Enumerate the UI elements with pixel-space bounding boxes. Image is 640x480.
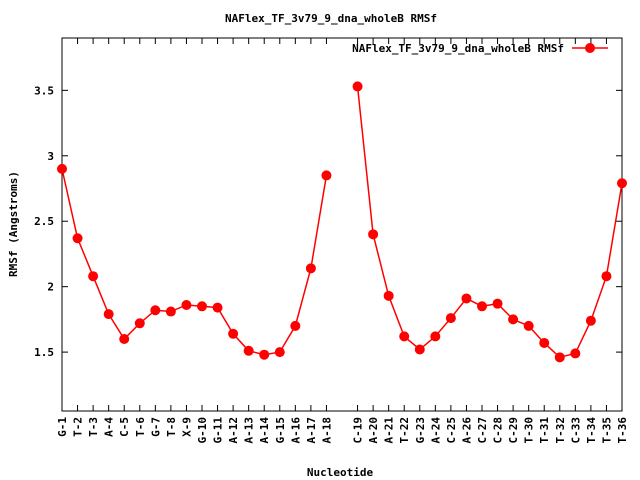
x-tick-label: T-6 <box>134 417 147 437</box>
data-point-T-2 <box>72 233 83 244</box>
data-point-C-33 <box>570 348 581 359</box>
x-tick-label: G-1 <box>56 417 69 437</box>
x-tick-label: A-17 <box>305 417 318 444</box>
data-point-G-15 <box>274 347 285 358</box>
data-point-A-14 <box>259 349 270 360</box>
data-point-X-9 <box>181 299 192 310</box>
x-tick-label: A-4 <box>103 417 116 437</box>
data-point-T-3 <box>88 271 99 282</box>
x-tick-label: C-19 <box>352 417 365 444</box>
x-tick-label: C-33 <box>569 417 582 444</box>
x-tick-label: A-24 <box>429 417 442 444</box>
data-point-G-7 <box>150 305 161 316</box>
x-axis-label: Nucleotide <box>307 466 374 479</box>
x-tick-label: T-30 <box>523 417 536 444</box>
x-tick-label: G-7 <box>149 417 162 437</box>
y-tick-label: 3 <box>47 150 54 163</box>
x-tick-label: C-27 <box>476 417 489 444</box>
x-tick-label: T-31 <box>538 417 551 444</box>
x-tick-label: T-36 <box>616 417 629 444</box>
data-point-A-18 <box>321 170 332 181</box>
legend: NAFlex_TF_3v79_9_dna_wholeB RMSf <box>352 42 608 55</box>
x-tick-label: C-29 <box>507 417 520 444</box>
x-tick-label: A-26 <box>460 417 473 444</box>
x-axis: G-1 T-2 T-3 A-4 C-5 T-6 G-7 T-8 X-9 G-10 G-11 A-12 A… <box>56 38 629 444</box>
x-tick-label: T-35 <box>600 417 613 444</box>
x-tick-label: C-28 <box>492 417 505 444</box>
y-tick-label: 2 <box>47 281 54 294</box>
data-point-C-27 <box>477 301 487 312</box>
data-point-G-1 <box>57 163 67 174</box>
data-point-A-17 <box>305 263 316 274</box>
data-point-C-25 <box>445 313 456 324</box>
x-tick-label: T-3 <box>87 417 100 437</box>
legend-label: NAFlex_TF_3v79_9_dna_wholeB RMSf <box>352 42 564 55</box>
data-point-C-19 <box>352 81 363 92</box>
x-tick-label: G-10 <box>196 417 209 444</box>
data-point-A-12 <box>228 328 239 339</box>
x-tick-label: G-23 <box>414 417 427 444</box>
legend-marker <box>585 43 595 53</box>
x-tick-label: G-11 <box>212 417 225 444</box>
data-point-G-11 <box>212 302 223 313</box>
data-point-T-22 <box>399 331 410 342</box>
data-point-T-35 <box>601 271 612 282</box>
data-point-T-30 <box>523 320 534 331</box>
x-tick-label: X-9 <box>180 417 193 437</box>
data-point-C-29 <box>508 314 519 325</box>
data-point-T-34 <box>585 315 596 326</box>
x-tick-label: G-15 <box>274 417 287 444</box>
y-axis-label: RMSf (Angstroms) <box>7 171 20 277</box>
x-tick-label: T-34 <box>585 417 598 444</box>
data-point-T-8 <box>165 306 176 317</box>
plot-frame <box>61 37 623 412</box>
x-tick-label: A-14 <box>258 417 271 444</box>
data-point-A-26 <box>461 293 472 304</box>
y-axis: 1.5 2 2.5 3 3.5 <box>34 84 622 359</box>
x-tick-label: T-22 <box>398 417 411 444</box>
data-point-A-20 <box>368 229 379 240</box>
x-tick-label: A-18 <box>320 417 333 444</box>
series-line-segment-1 <box>61 168 328 356</box>
y-tick-label: 1.5 <box>34 346 54 359</box>
data-point-G-23 <box>414 344 425 355</box>
x-tick-label: T-32 <box>554 417 567 444</box>
data-point-C-5 <box>119 334 130 345</box>
data-point-T-32 <box>554 352 565 363</box>
data-point-T-36 <box>617 178 627 189</box>
data-point-A-21 <box>383 290 394 301</box>
x-tick-label: A-20 <box>367 417 380 444</box>
x-tick-label: A-21 <box>383 417 396 444</box>
data-point-A-4 <box>103 309 114 320</box>
x-tick-label: C-25 <box>445 417 458 444</box>
y-tick-label: 2.5 <box>34 215 54 228</box>
data-point-A-13 <box>243 345 254 356</box>
series-line-segment-2 <box>356 86 623 359</box>
x-tick-label: A-13 <box>243 417 256 444</box>
x-tick-label: C-5 <box>118 417 131 437</box>
chart-title: NAFlex_TF_3v79_9_dna_wholeB RMSf <box>225 12 437 25</box>
y-tick-label: 3.5 <box>34 84 54 97</box>
data-point-T-31 <box>539 337 550 348</box>
data-point-G-10 <box>197 301 207 312</box>
x-tick-label: T-8 <box>165 417 178 437</box>
data-point-A-24 <box>430 331 441 342</box>
x-tick-label: T-2 <box>72 417 85 437</box>
x-tick-label: A-12 <box>227 417 240 444</box>
data-point-T-6 <box>134 318 145 329</box>
data-point-A-16 <box>290 320 301 331</box>
x-tick-label: A-16 <box>289 417 302 444</box>
data-point-C-28 <box>492 298 503 309</box>
series-layer <box>57 81 627 363</box>
